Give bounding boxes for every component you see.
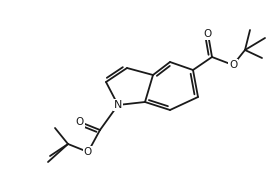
Text: O: O xyxy=(204,29,212,39)
Text: O: O xyxy=(76,117,84,127)
Text: O: O xyxy=(229,60,237,70)
Text: N: N xyxy=(114,100,122,110)
Text: O: O xyxy=(84,147,92,157)
